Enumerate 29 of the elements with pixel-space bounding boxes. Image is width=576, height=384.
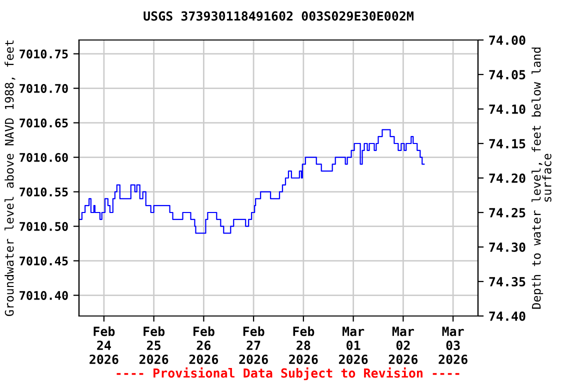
- y2-tick-label: 74.20: [489, 173, 526, 183]
- x-tick-label: Feb 25 2026: [139, 326, 168, 364]
- y-tick-label: 7010.65: [20, 118, 68, 128]
- y-tick-label: 7010.55: [20, 188, 68, 196]
- y2-tick-label: 74.35: [489, 276, 526, 286]
- y-tick-label: 7010.45: [20, 256, 68, 266]
- y2-tick-label: 74.40: [489, 311, 526, 321]
- x-tick-label: Feb 24 2026: [90, 326, 118, 364]
- x-tick-label: Feb 27 2026: [239, 326, 268, 364]
- x-tick-label: Mar 02 2026: [388, 326, 418, 364]
- y2-tick-label: 74.25: [489, 208, 526, 218]
- y2-tick-label: 74.15: [489, 139, 526, 148]
- y-tick-label: 7010.75: [20, 50, 68, 58]
- chart-title: USGS 373930118491602 003S029E30E002M: [144, 11, 414, 21]
- y2-tick-label: 74.30: [489, 242, 526, 252]
- y-tick-label: 7010.50: [20, 222, 68, 231]
- y2-axis-title: Depth to water level, feet below land surface: [532, 48, 552, 309]
- x-tick-label: Mar 03 2026: [438, 326, 468, 364]
- y-tick-label: 7010.40: [20, 291, 68, 300]
- y-axis-title: Groundwater level above NAVD 1988, feet: [4, 40, 16, 316]
- y2-tick-label: 74.10: [489, 104, 526, 114]
- y2-tick-label: 74.00: [489, 35, 526, 45]
- y-tick-label: 7010.60: [20, 153, 68, 162]
- x-tick-label: Mar 01 2026: [338, 326, 368, 364]
- x-tick-label: Feb 28 2026: [289, 326, 318, 364]
- text: ---- Provisional Data Subject to Revision ----: [116, 367, 460, 380]
- y-tick-label: 7010.70: [20, 84, 68, 93]
- y2-tick-label: 74.05: [489, 70, 526, 80]
- x-tick-label: Feb 26 2026: [189, 326, 218, 364]
